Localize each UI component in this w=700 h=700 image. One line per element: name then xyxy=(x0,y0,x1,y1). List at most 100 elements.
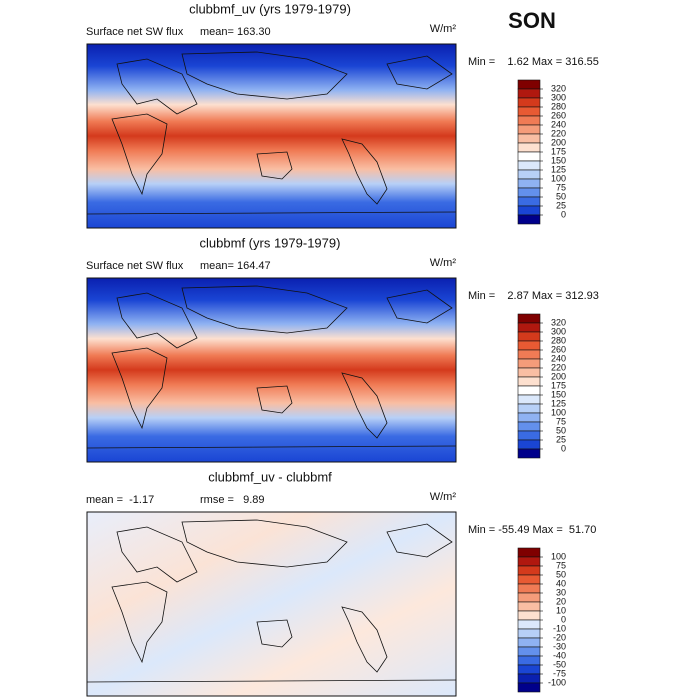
colorbar-label: 50 xyxy=(556,425,566,435)
colorbar-box xyxy=(517,637,541,648)
colorbar-box xyxy=(517,88,541,99)
colorbar-label: 20 xyxy=(556,596,566,606)
colorbar-box xyxy=(517,556,541,567)
colorbar-label: 150 xyxy=(551,155,566,165)
colorbar-label: 300 xyxy=(551,326,566,336)
map-field xyxy=(86,43,457,229)
colorbar-box xyxy=(517,133,541,144)
colorbar-label: 100 xyxy=(551,407,566,417)
colorbar-label: -20 xyxy=(553,632,566,642)
colorbar-box xyxy=(517,205,541,216)
map-field xyxy=(86,511,457,697)
colorbar-box xyxy=(517,115,541,126)
colorbar-label: 100 xyxy=(551,173,566,183)
colorbar-box xyxy=(517,583,541,594)
colorbar-box xyxy=(517,160,541,171)
colorbar-box xyxy=(517,628,541,639)
panel-stats: Min = 2.87 Max = 312.93 xyxy=(468,290,599,302)
colorbar-label: 0 xyxy=(561,614,566,624)
panel-units: W/m² xyxy=(430,491,457,503)
colorbar-label: 125 xyxy=(551,398,566,408)
colorbar-box xyxy=(517,565,541,576)
colorbar-label: -75 xyxy=(553,668,566,678)
colorbar-label: 220 xyxy=(551,128,566,138)
panel-left-label: Surface net SW flux xyxy=(86,260,184,272)
colorbar-label: 175 xyxy=(551,380,566,390)
colorbar-box xyxy=(517,322,541,333)
colorbar-label: 50 xyxy=(556,569,566,579)
colorbar-label: 240 xyxy=(551,353,566,363)
colorbar-label: 320 xyxy=(551,83,566,93)
colorbar-label: 75 xyxy=(556,182,566,192)
colorbar-label: 200 xyxy=(551,137,566,147)
colorbar-box xyxy=(517,394,541,405)
colorbar-label: 125 xyxy=(551,164,566,174)
panel-mid-label: rmse = 9.89 xyxy=(200,494,265,506)
colorbar-label: 260 xyxy=(551,110,566,120)
colorbar-label: 150 xyxy=(551,389,566,399)
colorbar-box xyxy=(517,682,541,693)
colorbar-box xyxy=(517,655,541,666)
colorbar-label: 40 xyxy=(556,578,566,588)
colorbar-box xyxy=(517,331,541,342)
colorbar-box xyxy=(517,439,541,450)
colorbar-box xyxy=(517,97,541,108)
panel-mid-label: mean= 164.47 xyxy=(200,260,271,272)
colorbar-box xyxy=(517,610,541,621)
colorbar-box xyxy=(517,403,541,414)
panel-title: clubbmf_uv - clubbmf xyxy=(208,469,332,484)
colorbar-label: 50 xyxy=(556,191,566,201)
panel-units: W/m² xyxy=(430,257,457,269)
colorbar-label: 240 xyxy=(551,119,566,129)
colorbar-box xyxy=(517,358,541,369)
panel-mid-label: mean= 163.30 xyxy=(200,26,271,38)
colorbar-box xyxy=(517,340,541,351)
colorbar-label: 260 xyxy=(551,344,566,354)
colorbar-label: 280 xyxy=(551,335,566,345)
panel-units: W/m² xyxy=(430,23,457,35)
colorbar-label: 0 xyxy=(561,209,566,219)
colorbar-label: 300 xyxy=(551,92,566,102)
colorbar-label: 75 xyxy=(556,416,566,426)
colorbar-box xyxy=(517,79,541,90)
colorbar-label: 320 xyxy=(551,317,566,327)
colorbar-label: 10 xyxy=(556,605,566,615)
panel-title: clubbmf_uv (yrs 1979-1979) xyxy=(189,1,351,16)
colorbar-box xyxy=(517,448,541,459)
colorbar-box xyxy=(517,601,541,612)
colorbar-box xyxy=(517,178,541,189)
colorbar-label: 220 xyxy=(551,362,566,372)
colorbar-box xyxy=(517,646,541,657)
colorbar-box xyxy=(517,619,541,630)
colorbar-box xyxy=(517,151,541,162)
colorbar-label: 30 xyxy=(556,587,566,597)
panel-left-label: Surface net SW flux xyxy=(86,26,184,38)
colorbar-box xyxy=(517,349,541,360)
colorbar-label: 25 xyxy=(556,200,566,210)
colorbar-box xyxy=(517,412,541,423)
colorbar-label: 280 xyxy=(551,101,566,111)
colorbar-label: 75 xyxy=(556,560,566,570)
colorbar-box xyxy=(517,106,541,117)
colorbar-box xyxy=(517,547,541,558)
colorbar-label: 0 xyxy=(561,443,566,453)
colorbar-box xyxy=(517,124,541,135)
colorbar-label: -40 xyxy=(553,650,566,660)
colorbar-label: 100 xyxy=(551,551,566,561)
colorbar-box xyxy=(517,376,541,387)
colorbar-label: 200 xyxy=(551,371,566,381)
colorbar-box xyxy=(517,430,541,441)
colorbar-box xyxy=(517,313,541,324)
colorbar-label: -30 xyxy=(553,641,566,651)
colorbar-box xyxy=(517,196,541,207)
colorbar-box xyxy=(517,592,541,603)
colorbar-box xyxy=(517,187,541,198)
panel-left-label: mean = -1.17 xyxy=(86,494,154,506)
colorbar-box xyxy=(517,664,541,675)
season-label: SON xyxy=(508,8,556,33)
colorbar-label: 175 xyxy=(551,146,566,156)
colorbar-label: -10 xyxy=(553,623,566,633)
panel-stats: Min = 1.62 Max = 316.55 xyxy=(468,56,599,68)
panel-stats: Min = -55.49 Max = 51.70 xyxy=(468,524,596,536)
